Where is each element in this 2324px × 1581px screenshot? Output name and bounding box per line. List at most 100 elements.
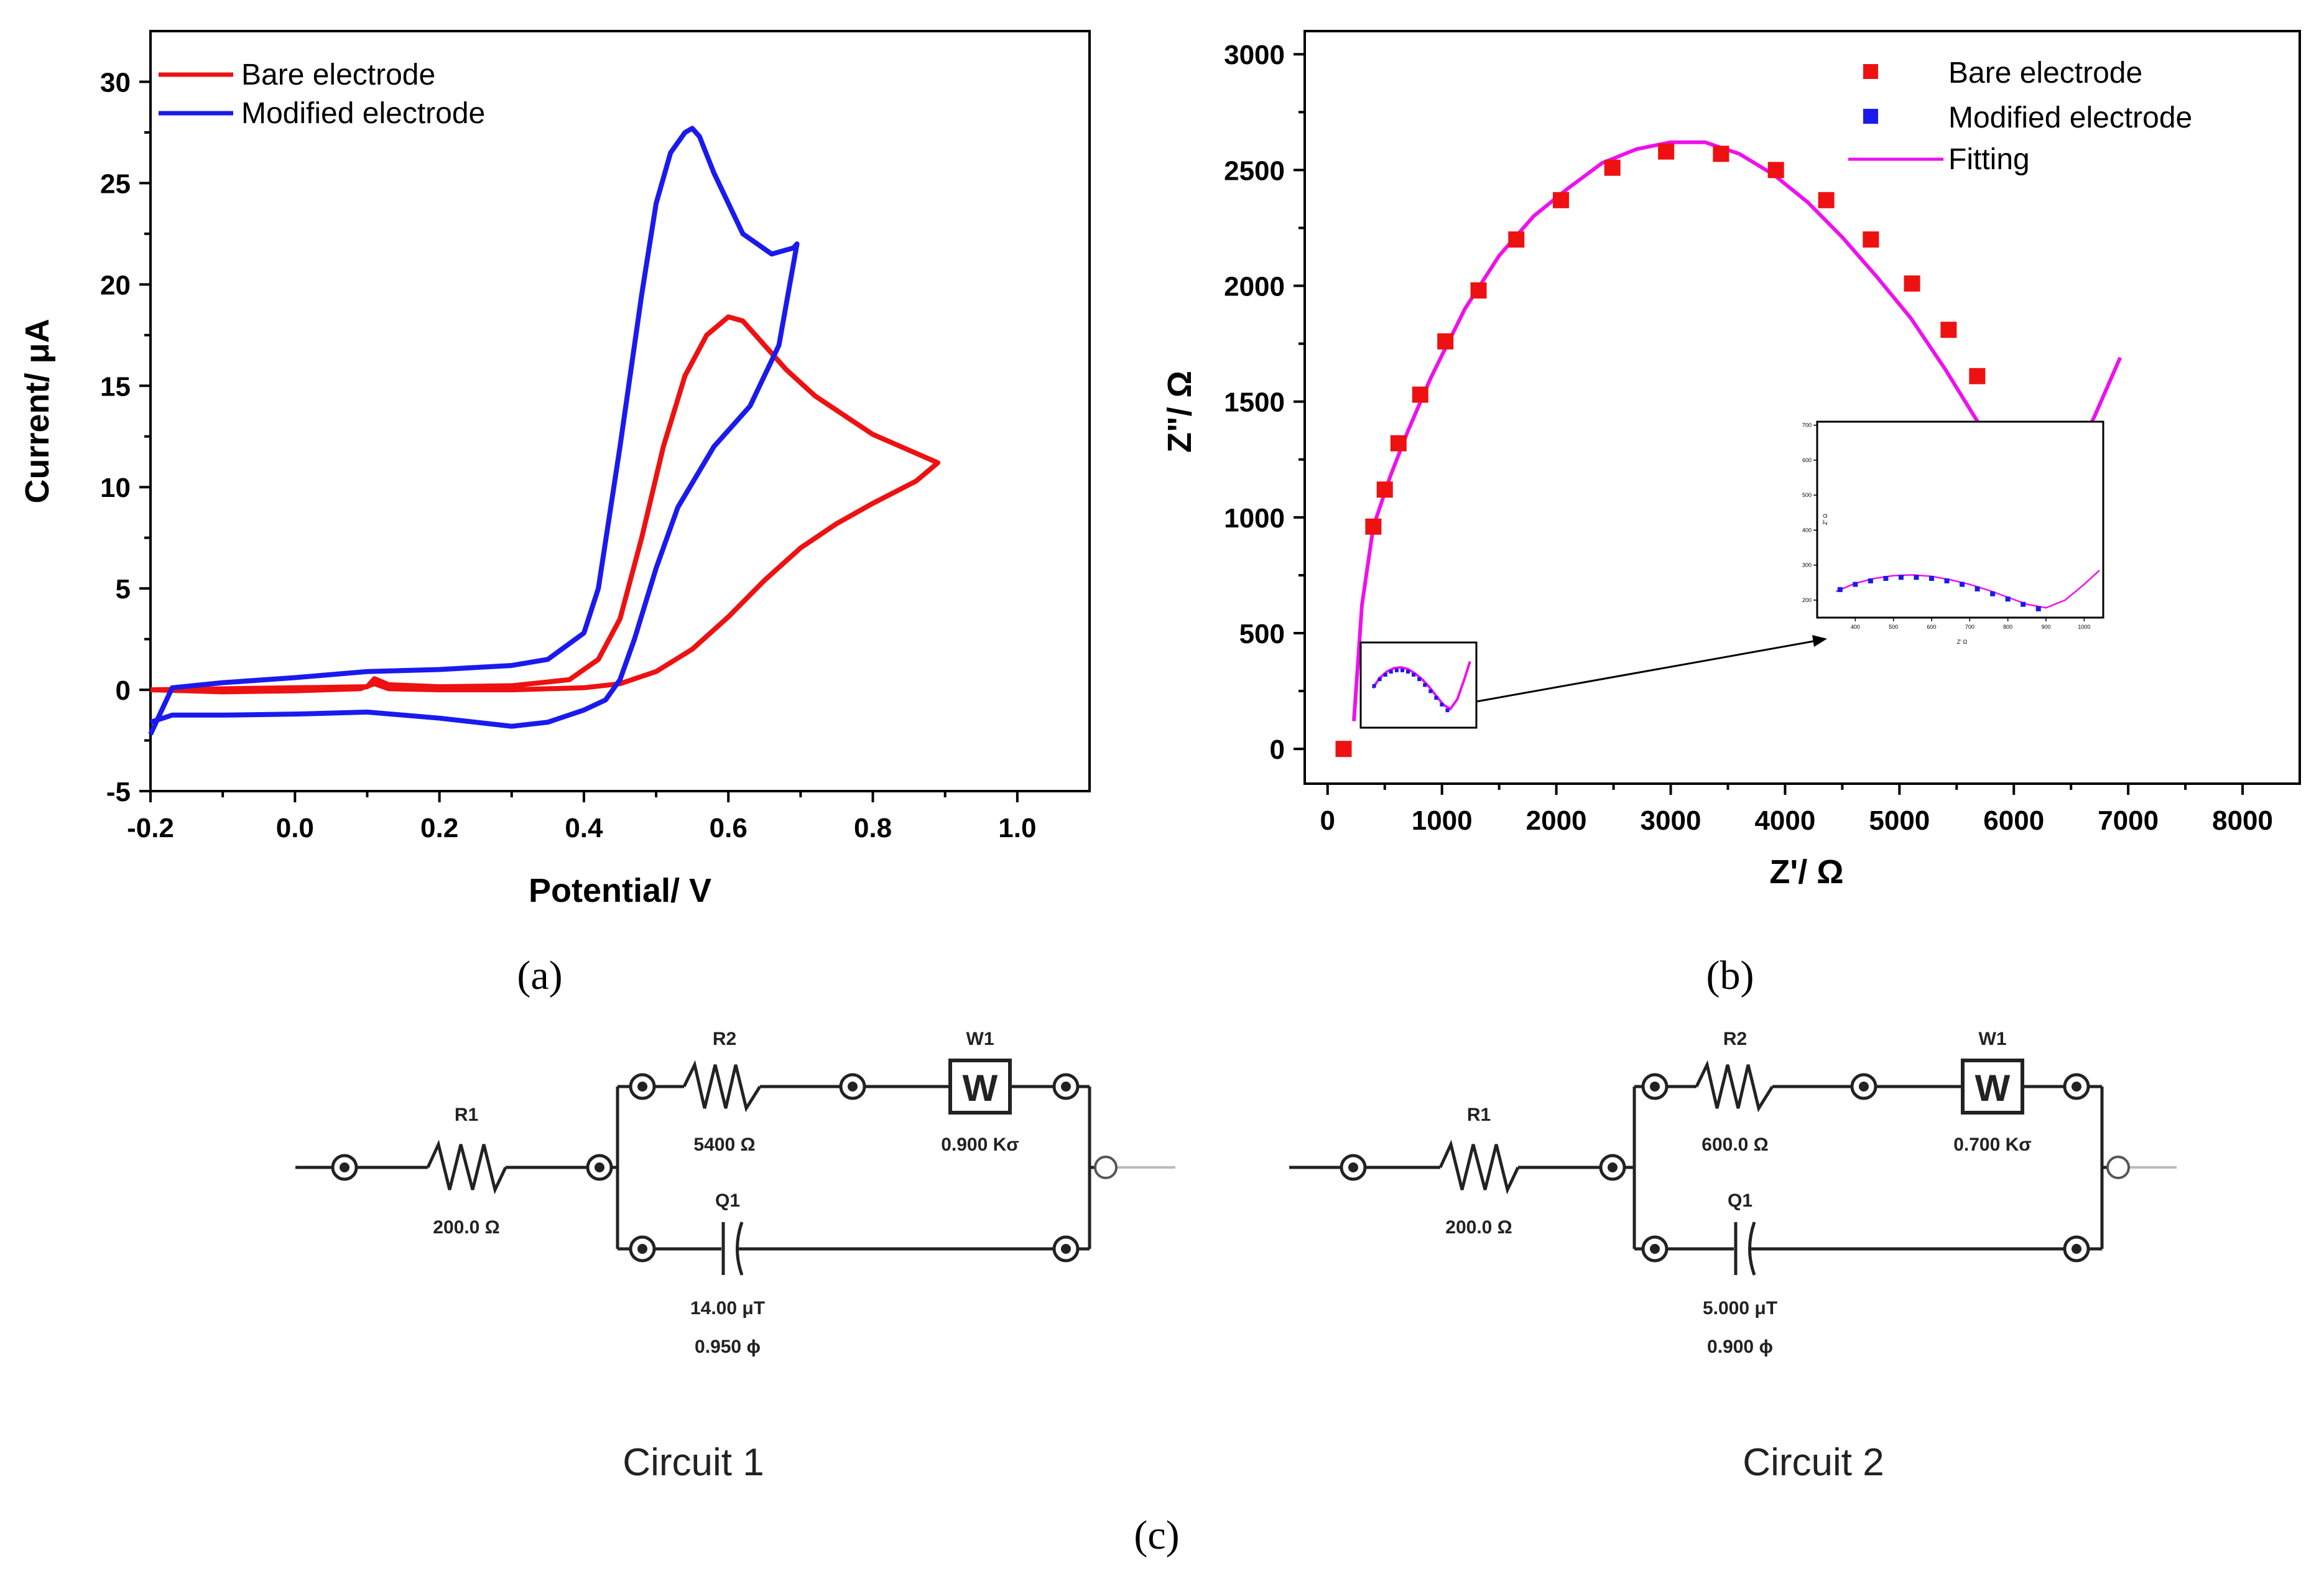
panel-a-x-tick-label: -0.2 — [127, 813, 174, 843]
zoom-box-point-modified — [1417, 677, 1422, 682]
circuit-2-warburg-symbol: W — [1975, 1067, 2011, 1109]
inset-x-tick-label: 700 — [1965, 624, 1974, 630]
inset-point-modified — [1974, 586, 1980, 591]
panel-b-series — [1335, 140, 2123, 758]
legend-label-modified-b: Modified electrode — [1948, 101, 2192, 134]
panel-a-x-tick-label: 0.2 — [420, 813, 458, 843]
series-line-modified-electrode — [148, 126, 800, 736]
circuit-node-dot — [637, 1244, 647, 1254]
circuit-node-dot — [1650, 1082, 1660, 1092]
inset-ticks: 400 500 600 700 800 900 1000 200 300 400 500 600 700 — [1802, 422, 2090, 630]
circuit-node-dot — [595, 1162, 604, 1172]
panel-b-y-axis-label: Z"/ Ω — [1161, 371, 1198, 453]
circuit-node-dot — [2072, 1082, 2081, 1092]
panel-a-y-tick-label: 5 — [116, 574, 131, 605]
panel-b-y-tick-label: 1000 — [1224, 503, 1285, 534]
inset-y-tick-label: 400 — [1802, 527, 1812, 533]
panel-a-y-tick-label: 20 — [100, 270, 131, 300]
panel-a-x-tick-label: 0.4 — [565, 813, 603, 843]
panel-b-x-axis-label: Z'/ Ω — [1769, 853, 1843, 891]
panel-a-y-tick-label: 10 — [100, 473, 131, 503]
circuit-2-q1-name: Q1 — [1728, 1190, 1752, 1211]
zoom-box-point-modified — [1412, 673, 1416, 677]
circuit-2-output-terminal — [2106, 1156, 2130, 1179]
circuit-1-r1-name: R1 — [455, 1105, 478, 1125]
circuit-node-dot — [848, 1082, 858, 1092]
panel-b-x-tick-label: 1000 — [1412, 805, 1473, 836]
legend-marker-bare — [1863, 64, 1878, 79]
zoom-region-box — [1359, 641, 1478, 729]
circuit-node-dot — [1061, 1082, 1071, 1092]
panel-a-x-axis-label: Potential/ V — [529, 872, 711, 909]
inset-plot-frame — [1816, 420, 2104, 619]
circuit-node-dot — [1608, 1162, 1618, 1172]
panel-b-x-tick-label: 8000 — [2212, 805, 2273, 836]
panel-b-legend: Bare electrode Modified electrode Fittin… — [1848, 57, 2192, 176]
zoom-box-point-modified — [1406, 670, 1410, 674]
panel-b-x-tick-label: 7000 — [2098, 805, 2159, 836]
inset-point-modified — [1837, 587, 1843, 592]
series-line-bare-electrode — [150, 314, 941, 695]
circuit-2-w1-value: 0.700 Kσ — [1953, 1134, 2032, 1155]
panel-b-y-tick-label: 500 — [1239, 619, 1285, 649]
zoom-box-point-modified — [1428, 689, 1433, 693]
panel-b-nyquist-chart: 0 1000 2000 3000 4000 5000 6000 7000 8000 0 500 100… — [1161, 30, 2301, 998]
zoom-box-point-modified — [1394, 668, 1399, 672]
legend-label-fitting: Fitting — [1948, 143, 2030, 176]
inset-point-modified — [1914, 575, 1919, 580]
panel-b-x-tick-label: 2000 — [1526, 805, 1587, 836]
panel-b-inset: 400 500 600 700 800 900 1000 200 300 400 500 600 700… — [1802, 420, 2104, 645]
inset-y-tick-label: 300 — [1802, 562, 1812, 568]
inset-point-modified — [2005, 596, 2011, 602]
inset-x-tick-label: 600 — [1927, 624, 1936, 630]
panel-a-x-tick-label: 0.0 — [276, 813, 314, 843]
circuit-1-q1-value-2: 0.950 ϕ — [695, 1337, 761, 1357]
zoom-arrow-head — [1812, 635, 1827, 647]
data-point-bare-electrode — [1604, 159, 1621, 176]
data-point-bare-electrode — [1412, 386, 1428, 403]
data-point-bare-electrode — [1904, 275, 1920, 292]
zoom-box-point-modified — [1377, 677, 1382, 682]
circuit-1-output-terminal — [1094, 1156, 1118, 1179]
inset-series — [1836, 570, 2100, 611]
panel-a-y-tick-label: -5 — [106, 777, 131, 807]
panel-b-x-tick-label: 0 — [1320, 805, 1335, 836]
circuit-1-r2-value: 5400 Ω — [693, 1134, 755, 1155]
zoom-box-point-modified — [1400, 668, 1404, 672]
circuit-1-nodes — [331, 1073, 1080, 1263]
circuit-1-q1-value-1: 14.00 μT — [690, 1298, 765, 1319]
inset-point-modified — [1990, 591, 1996, 596]
panel-b-y-tick-label: 2500 — [1224, 155, 1285, 186]
panel-a-y-tick-label: 15 — [100, 371, 131, 402]
inset-x-tick-label: 500 — [1889, 624, 1898, 630]
circuit-1-diagram: W R1 200.0 Ω R2 5400 Ω W1 0.900 Kσ Q1 14… — [295, 1029, 1175, 1484]
legend-label-bare-b: Bare electrode — [1948, 57, 2142, 90]
circuit-node-dot — [2072, 1244, 2081, 1254]
legend-label-modified: Modified electrode — [241, 97, 485, 130]
inset-point-modified — [1960, 582, 1965, 587]
legend-label-bare: Bare electrode — [241, 58, 435, 91]
circuit-1-warburg-symbol: W — [963, 1067, 998, 1109]
caption-c: (c) — [1134, 1513, 1179, 1558]
circuit-2-r2-name: R2 — [1723, 1029, 1747, 1049]
inset-point-modified — [1944, 578, 1950, 583]
panel-b-x-tick-label: 6000 — [1983, 805, 2044, 836]
circuit-2-r1-name: R1 — [1467, 1105, 1491, 1125]
data-point-bare-electrode — [1767, 162, 1784, 178]
data-point-bare-electrode — [1335, 741, 1352, 758]
panel-b-y-tick-label: 2000 — [1224, 272, 1285, 302]
panel-a-x-tick-label: 0.8 — [854, 813, 892, 843]
panel-a-y-tick-label: 25 — [100, 169, 131, 199]
circuit-node-dot — [1650, 1244, 1660, 1254]
inset-y-tick-label: 700 — [1802, 422, 1812, 429]
inset-fit-line — [1836, 570, 2100, 609]
panel-a-y-axis-label: Current/ μA — [19, 318, 56, 503]
circuit-2-r2-value: 600.0 Ω — [1701, 1134, 1768, 1155]
panel-b-x-tick-label: 3000 — [1641, 805, 1701, 836]
inset-y-tick-label: 200 — [1802, 597, 1812, 603]
zoom-box-curve — [1371, 661, 1471, 713]
inset-y-tick-label: 500 — [1802, 492, 1812, 498]
panel-a-x-tick-label: 0.6 — [710, 813, 748, 843]
panel-b-ticks: 0 1000 2000 3000 4000 5000 6000 7000 8000 0 500 100… — [1224, 40, 2273, 836]
